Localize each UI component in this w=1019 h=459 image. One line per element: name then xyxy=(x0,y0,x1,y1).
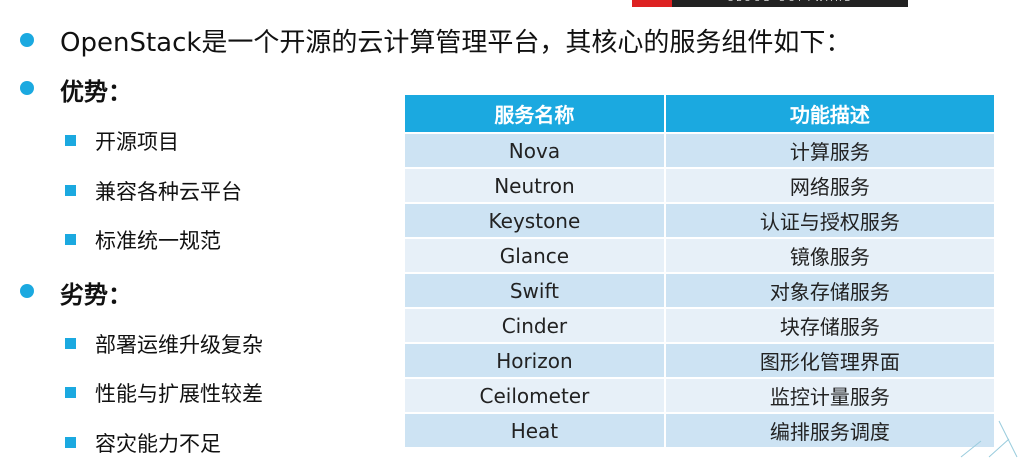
sub-bullet xyxy=(65,184,76,196)
table-row: Ceilometer 监控计量服务 xyxy=(403,377,997,414)
list-item: 性能与扩展性较差 xyxy=(95,382,263,406)
cell: 认证与授权服务 xyxy=(663,202,997,239)
cell: 计算服务 xyxy=(663,132,997,169)
header-cell: 功能描述 xyxy=(663,93,997,134)
table-row: Swift 对象存储服务 xyxy=(403,272,997,309)
cell: Glance xyxy=(403,237,666,274)
bullet xyxy=(20,33,34,47)
list-item: 标准统一规范 xyxy=(95,229,221,253)
cell: Swift xyxy=(403,272,666,309)
list-item: 容灾能力不足 xyxy=(95,431,221,456)
cell: Cinder xyxy=(403,307,666,344)
cell: Heat xyxy=(403,412,666,449)
bullet xyxy=(20,81,34,95)
bullet xyxy=(20,283,34,298)
section-heading: 优势： xyxy=(60,78,132,106)
cell: 监控计量服务 xyxy=(663,377,997,414)
cell: 镜像服务 xyxy=(663,237,997,274)
cell: Nova xyxy=(403,132,666,169)
section-heading: 劣势： xyxy=(60,280,132,309)
sub-bullet xyxy=(65,387,76,398)
sub-bullet xyxy=(65,234,76,245)
cell: 图形化管理界面 xyxy=(663,342,997,379)
cell: Keystone xyxy=(403,202,666,239)
table-row: Nova 计算服务 xyxy=(403,132,997,169)
intro: OpenStack是一个开源的云计算管理平台，其核心的服务组件如下： xyxy=(60,28,852,58)
cell: 对象存储服务 xyxy=(663,272,997,309)
service-table: 服务名称 功能描述 Nova 计算服务 Neutron 网络服务 Keystone 认证与授权… xyxy=(403,93,997,449)
cell: 网络服务 xyxy=(663,167,997,204)
table-row: Glance 镜像服务 xyxy=(403,237,997,274)
list-item: 兼容各种云平台 xyxy=(95,179,242,204)
table-row: Neutron 网络服务 xyxy=(403,167,997,204)
header-cell: 服务名称 xyxy=(403,93,666,134)
table-row: Heat 编排服务调度 xyxy=(403,412,997,449)
cell: Neutron xyxy=(403,167,666,204)
sub-bullet xyxy=(65,135,76,146)
decoration xyxy=(960,420,1018,458)
table-row: Keystone 认证与授权服务 xyxy=(403,202,997,239)
table-row: Horizon 图形化管理界面 xyxy=(403,342,997,379)
logo-text: CLOUD SOFTWARE xyxy=(632,0,908,7)
table-row: Cinder 块存储服务 xyxy=(403,307,997,344)
cell: Horizon xyxy=(403,342,666,379)
list-item: 开源项目 xyxy=(95,130,179,154)
cell: Ceilometer xyxy=(403,377,666,414)
cell: 块存储服务 xyxy=(663,307,997,344)
cell: 编排服务调度 xyxy=(663,412,997,449)
sub-bullet xyxy=(65,337,76,349)
sub-bullet xyxy=(65,436,76,448)
list-item: 部署运维升级复杂 xyxy=(95,332,263,357)
